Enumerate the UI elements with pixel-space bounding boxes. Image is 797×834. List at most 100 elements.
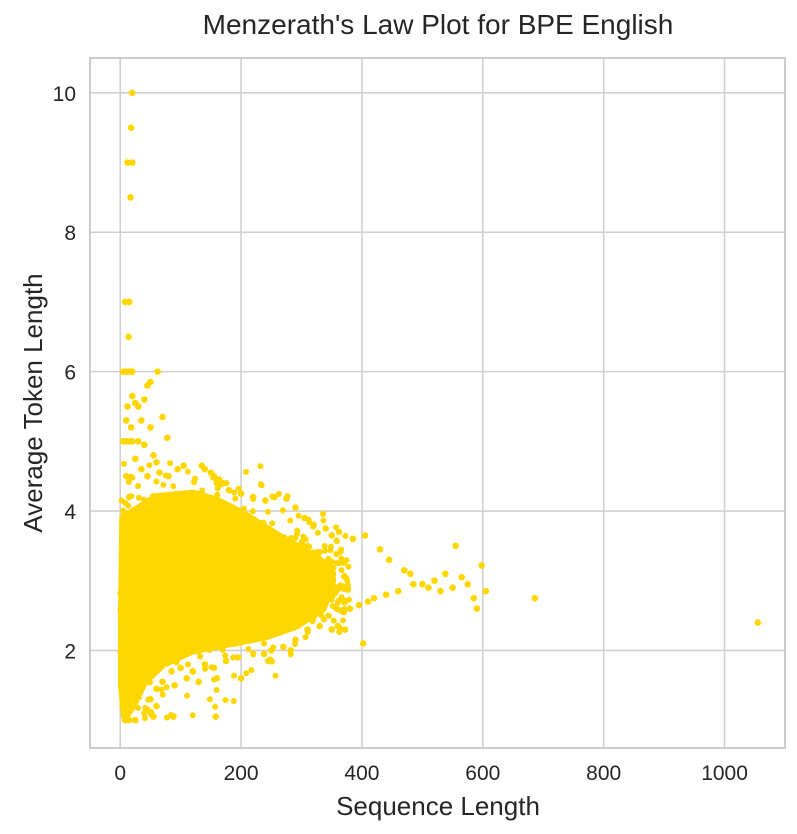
data-point xyxy=(268,647,275,654)
y-tick-label: 10 xyxy=(53,83,76,106)
fringe-point xyxy=(125,478,132,485)
data-point xyxy=(292,504,299,511)
fringe-point xyxy=(231,672,238,679)
data-point xyxy=(478,562,485,569)
fringe-point xyxy=(153,478,160,485)
fringe-point xyxy=(197,653,204,660)
fringe-point xyxy=(206,696,213,703)
data-point xyxy=(264,657,272,665)
fringe-point xyxy=(223,517,230,524)
data-point xyxy=(243,626,251,633)
fringe-point xyxy=(219,539,226,546)
fringe-point xyxy=(315,573,322,580)
fringe-point xyxy=(215,547,222,554)
data-point xyxy=(431,577,438,585)
data-point xyxy=(138,417,145,424)
fringe-point xyxy=(295,512,302,519)
fringe-point xyxy=(163,587,170,594)
fringe-point xyxy=(233,636,240,643)
fringe-point xyxy=(127,626,134,633)
fringe-point xyxy=(262,538,269,545)
fringe-point xyxy=(184,692,191,699)
fringe-point xyxy=(295,559,302,566)
fringe-point xyxy=(178,592,185,599)
fringe-point xyxy=(209,554,216,561)
data-point xyxy=(359,640,367,647)
fringe-point xyxy=(188,533,195,540)
data-point xyxy=(216,640,224,647)
fringe-point xyxy=(198,590,205,597)
fringe-point xyxy=(213,687,220,694)
fringe-point xyxy=(278,563,285,570)
fringe-point xyxy=(158,686,165,693)
fringe-point xyxy=(159,691,166,698)
fringe-point xyxy=(159,545,166,552)
fringe-point xyxy=(301,565,308,572)
data-point xyxy=(124,521,131,529)
fringe-point xyxy=(149,643,156,650)
data-point xyxy=(156,469,163,476)
fringe-point xyxy=(272,616,279,623)
fringe-point xyxy=(134,673,141,680)
data-point xyxy=(212,713,220,720)
fringe-point xyxy=(243,468,250,475)
fringe-point xyxy=(269,520,276,527)
fringe-point xyxy=(146,549,153,556)
fringe-point xyxy=(202,582,209,589)
fringe-point xyxy=(338,594,345,601)
fringe-point xyxy=(187,634,194,641)
fringe-point xyxy=(134,666,141,673)
data-point xyxy=(135,647,142,654)
fringe-point xyxy=(154,649,161,656)
fringe-point xyxy=(330,617,337,624)
fringe-point xyxy=(302,634,309,641)
fringe-point xyxy=(273,539,280,546)
fringe-point xyxy=(247,531,254,538)
fringe-point xyxy=(325,612,332,619)
fringe-point xyxy=(139,681,146,688)
fringe-point xyxy=(272,672,279,679)
fringe-point xyxy=(276,576,283,583)
fringe-point xyxy=(287,517,294,524)
data-point xyxy=(150,451,157,459)
fringe-point xyxy=(184,573,191,580)
data-point xyxy=(334,584,342,591)
fringe-point xyxy=(218,629,225,636)
fringe-point xyxy=(257,587,264,594)
fringe-point xyxy=(320,510,327,517)
fringe-point xyxy=(215,570,222,577)
fringe-point xyxy=(146,679,153,686)
data-point xyxy=(754,619,762,626)
fringe-point xyxy=(283,599,290,606)
fringe-point xyxy=(156,512,163,519)
fringe-point xyxy=(299,542,306,549)
data-point xyxy=(192,643,200,651)
fringe-point xyxy=(141,715,148,722)
fringe-point xyxy=(137,575,144,582)
fringe-point xyxy=(333,524,340,531)
fringe-point xyxy=(119,702,126,709)
fringe-point xyxy=(343,557,350,564)
data-point xyxy=(437,587,444,595)
data-point xyxy=(147,424,154,431)
data-point xyxy=(170,713,177,720)
fringe-point xyxy=(316,593,323,600)
data-point xyxy=(147,378,154,386)
fringe-point xyxy=(261,615,268,622)
fringe-point xyxy=(169,576,176,583)
fringe-point xyxy=(166,622,173,629)
fringe-point xyxy=(185,544,192,551)
fringe-point xyxy=(229,553,236,560)
x-tick-label: 800 xyxy=(586,762,621,785)
data-point xyxy=(452,542,459,550)
fringe-point xyxy=(183,591,190,598)
data-point xyxy=(464,580,472,588)
data-point xyxy=(292,636,299,644)
fringe-point xyxy=(192,572,199,579)
x-axis-label: Sequence Length xyxy=(336,791,540,821)
fringe-point xyxy=(167,520,174,527)
data-point xyxy=(125,333,132,341)
fringe-point xyxy=(167,601,174,608)
fringe-point xyxy=(249,574,256,581)
fringe-point xyxy=(241,584,248,591)
